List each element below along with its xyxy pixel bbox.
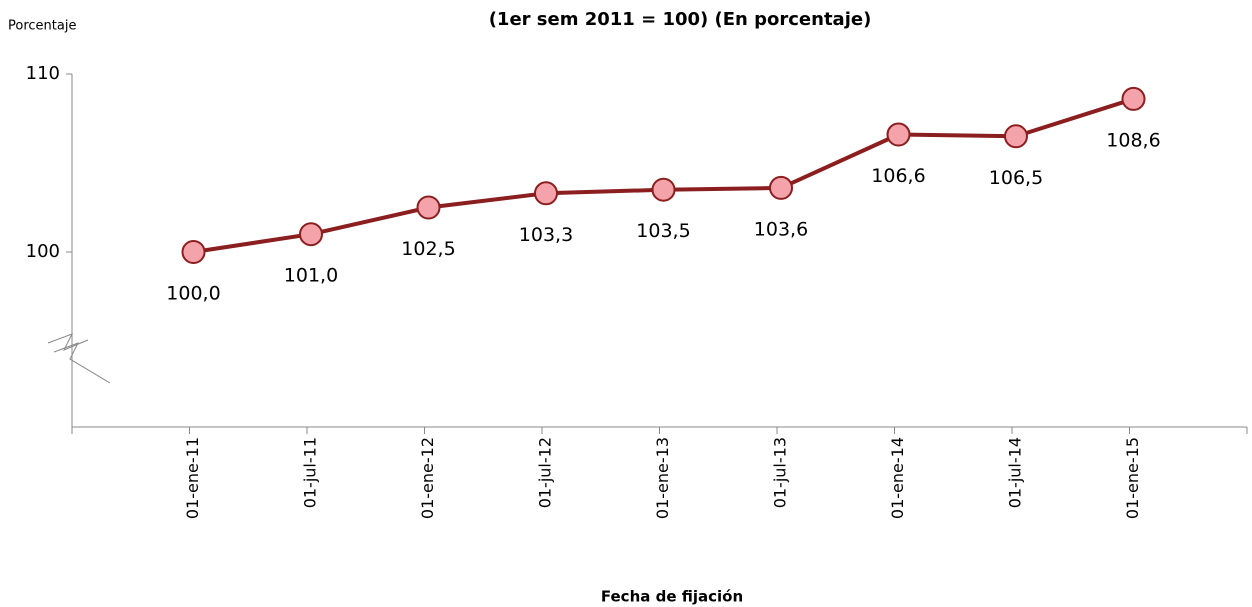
y-tick-label: 110	[26, 63, 60, 84]
x-tick-label: 01-jul-12	[536, 437, 555, 508]
marker	[651, 177, 676, 202]
x-axis-label: Fecha de fijación	[601, 588, 743, 606]
marker	[1004, 124, 1028, 149]
y-axis-label: Porcentaje	[8, 19, 76, 34]
y-tick-label: 100	[26, 241, 60, 262]
data-label: 102,5	[401, 238, 455, 260]
x-tick-label: 01-ene-13	[653, 437, 672, 519]
data-label: 106,6	[871, 165, 925, 187]
data-label: 100,0	[166, 283, 220, 305]
marker	[1121, 86, 1146, 111]
x-tick-label: 01-jul-14	[1006, 437, 1025, 508]
x-tick-label: 01-ene-14	[888, 437, 907, 519]
axis-break	[47, 333, 111, 384]
marker	[299, 222, 323, 247]
data-label: 103,6	[754, 218, 808, 240]
marker	[181, 240, 206, 264]
data-label: 103,3	[519, 224, 573, 246]
data-label: 108,6	[1106, 129, 1160, 151]
data-label: 106,5	[989, 167, 1043, 189]
x-tick-label: 01-jul-13	[771, 437, 790, 508]
x-tick-label: 01-ene-15	[1123, 437, 1142, 519]
data-label: 101,0	[284, 265, 338, 287]
marker	[886, 122, 911, 147]
marker	[769, 175, 793, 200]
x-tick-label: 01-ene-11	[183, 437, 202, 519]
chart-title: (1er sem 2011 = 100) (En porcentaje)	[489, 9, 872, 30]
x-tick-label: 01-jul-11	[301, 437, 320, 508]
data-label: 103,5	[636, 220, 690, 242]
marker	[416, 195, 441, 220]
marker	[534, 181, 558, 206]
x-tick-label: 01-ene-12	[418, 437, 437, 519]
